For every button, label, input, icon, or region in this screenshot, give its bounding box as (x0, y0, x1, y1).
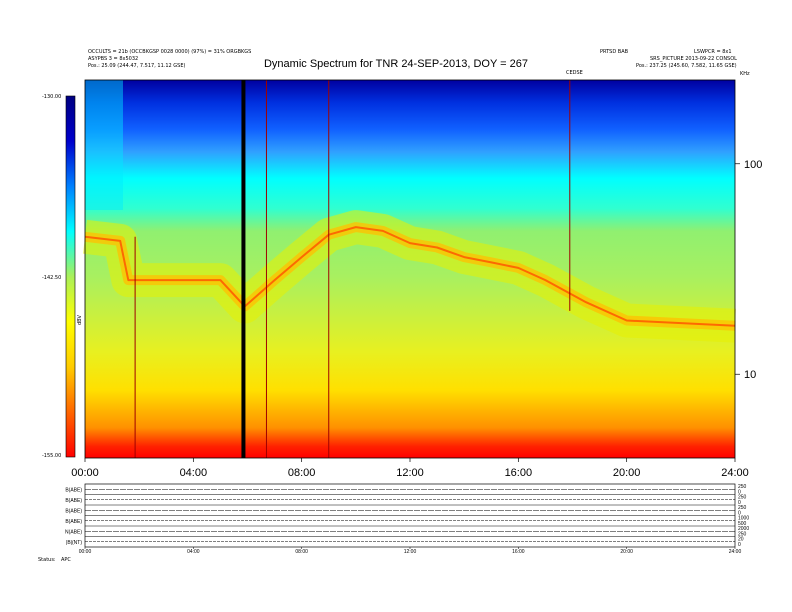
bottom-x-tick-label-3: 12:00 (404, 549, 417, 555)
x-tick-label-5: 20:00 (613, 467, 641, 479)
header-right-position: Pos.: 237.25 (245.60, 7.582, 11.65 GSE) (636, 63, 737, 69)
emission-band-peak (84, 226, 736, 327)
bottom-row-label-5: |B|(NT) (66, 540, 82, 546)
colorbar (65, 95, 76, 458)
bottom-row-max-5: 20 (738, 537, 744, 543)
status-value: APC (61, 557, 71, 563)
marker-label: CEDSE (566, 70, 583, 76)
vertical-line-1 (241, 80, 246, 458)
y-tick-label-1: 10 (744, 369, 756, 381)
header-left-position: Pos.: 25.09 (244.47, 7.517, 11.12 GSE) (88, 63, 186, 69)
bottom-x-tick-label-4: 16:00 (512, 549, 525, 555)
chart-title: Dynamic Spectrum for TNR 24-SEP-2013, DO… (263, 58, 528, 70)
bottom-row-min-4: 250 (738, 532, 747, 538)
bottom-x-tick-label-2: 08:00 (295, 549, 308, 555)
bottom-row-max-2: 250 (738, 505, 747, 511)
bottom-row-label-0: B(ABE) (65, 487, 82, 493)
bottom-row-min-1: 0 (738, 500, 741, 506)
vertical-line-3 (328, 80, 330, 458)
bottom-row-min-2: 0 (738, 511, 741, 517)
header-left-line-1: OCCULTS = 21b (OCCBKGSP 0028 0000) (97%)… (88, 49, 252, 55)
bottom-x-tick-label-0: 00:00 (79, 549, 92, 555)
vertical-line-0 (134, 236, 136, 458)
bottom-row-label-2: B(ABE) (65, 508, 82, 514)
bottom-row-min-3: 500 (738, 521, 747, 527)
x-tick-label-4: 16:00 (505, 467, 533, 479)
bottom-x-tick-label-5: 20:00 (620, 549, 633, 555)
early-cyan-patch (85, 80, 123, 210)
colorbar-bottom-label: -155.00 (42, 453, 62, 459)
bottom-x-tick-label-1: 04:00 (187, 549, 200, 555)
bottom-row-max-3: 1000 (738, 516, 749, 522)
vertical-line-4 (569, 80, 571, 311)
vertical-line-2 (265, 80, 267, 458)
header-left-line-2: ASYPBS 3 = 8x5032 (88, 56, 139, 62)
status-label: Status: (38, 557, 56, 563)
x-tick-label-6: 24:00 (721, 467, 749, 479)
bottom-x-tick-label-6: 24:00 (729, 549, 742, 555)
header-right-line-2: SRS_PICTURE 2013-09-22 CONSOL (650, 56, 737, 62)
x-tick-label-0: 00:00 (71, 467, 99, 479)
header-right-top-left: PRTSD BAB (600, 49, 629, 55)
bottom-row-max-0: 250 (738, 484, 747, 490)
bottom-row-label-1: B(ABE) (65, 498, 82, 504)
y-tick-label-0: 100 (744, 159, 762, 171)
x-tick-label-2: 08:00 (288, 467, 316, 479)
header-right-top-right: LSWPCR = 8x1 (694, 49, 732, 55)
bottom-row-max-1: 250 (738, 495, 747, 501)
bottom-row-max-4: 2000 (738, 526, 749, 532)
y-axis-unit: KHz (740, 71, 750, 77)
x-tick-label-1: 04:00 (180, 467, 208, 479)
bottom-row-label-3: B(ABE) (65, 519, 82, 525)
x-tick-label-3: 12:00 (396, 467, 424, 479)
colorbar-top-label: -130.00 (42, 94, 62, 100)
bottom-row-label-4: N(ABE) (65, 529, 82, 535)
colorbar-unit: dBV (77, 315, 83, 325)
bottom-row-min-0: 0 (738, 490, 741, 496)
colorbar-mid-label: -142.50 (42, 275, 62, 281)
bottom-row-min-5: 0 (738, 542, 741, 548)
